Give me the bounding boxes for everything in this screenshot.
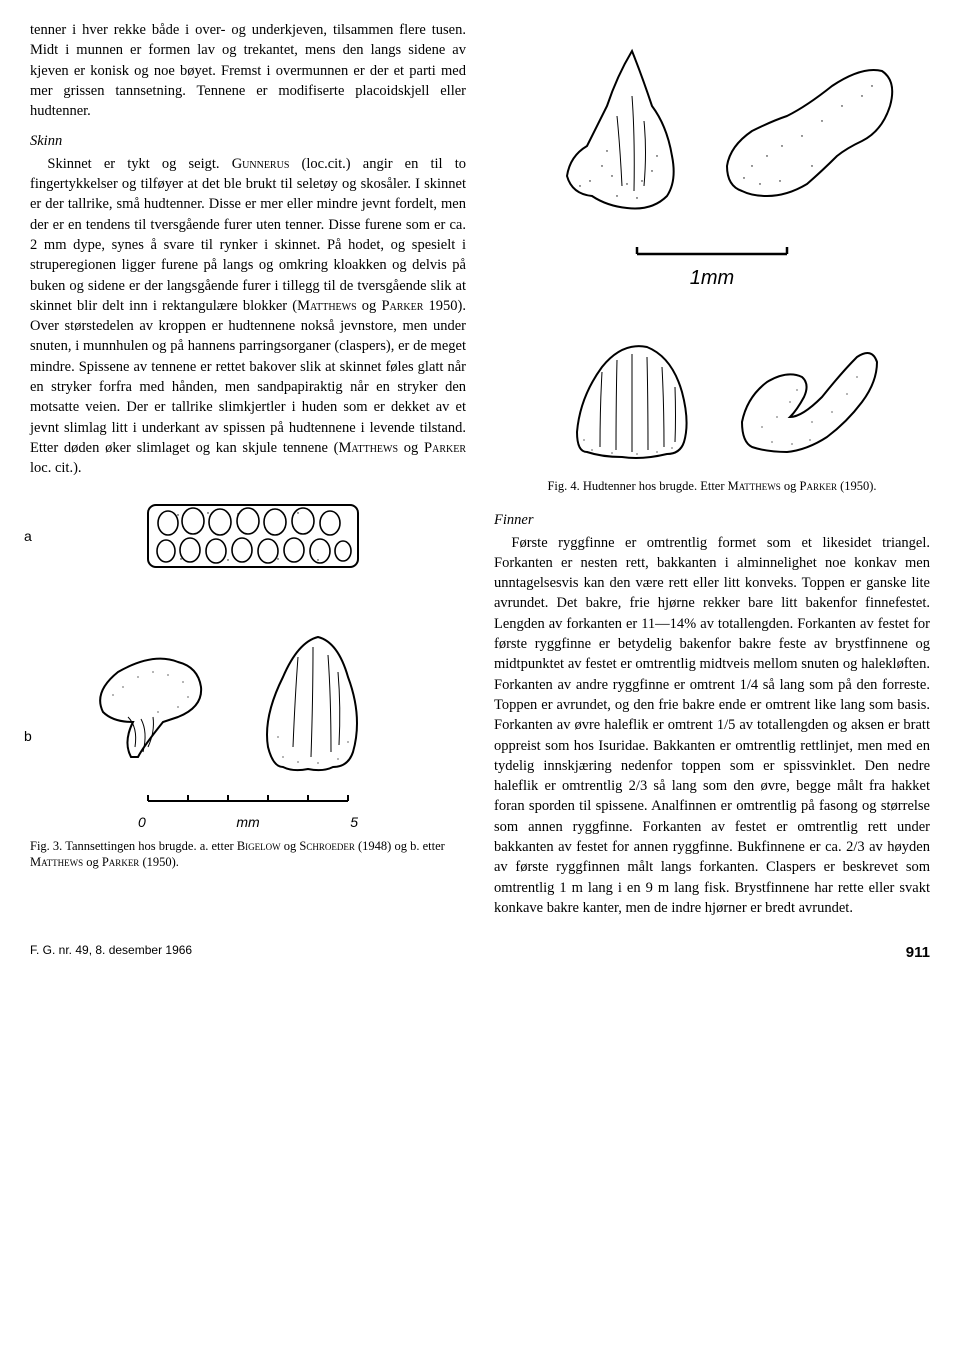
figure-3: a	[30, 497, 466, 871]
text: (1950).	[837, 479, 877, 493]
text: og	[83, 855, 102, 869]
page-footer: F. G. nr. 49, 8. desember 1966 911	[30, 942, 930, 963]
fig3-caption: Fig. 3. Tannsettingen hos brugde. a. ett…	[30, 838, 466, 871]
left-column: tenner i hver rekke både i over- og unde…	[30, 20, 466, 918]
text: Fig. 4. Hudtenner hos brugde. Etter	[547, 479, 727, 493]
finner-heading: Finner	[494, 510, 930, 530]
fig3-label-b: b	[24, 727, 32, 747]
finner-paragraph: Første ryggfinne er omtrentlig formet so…	[494, 533, 930, 919]
author: Matthews	[30, 855, 83, 869]
fig4-caption: Fig. 4. Hudtenner hos brugde. Etter Matt…	[494, 478, 930, 494]
fig3a-teeth-row-icon	[118, 497, 378, 577]
figure-4-top: 1mm	[494, 36, 930, 292]
fig3-label-a: a	[24, 527, 32, 547]
scale-end: 5	[350, 813, 358, 833]
page-layout: tenner i hver rekke både i over- og unde…	[30, 20, 930, 918]
text: (1950).	[139, 855, 179, 869]
text: og	[357, 298, 382, 314]
fig3b-teeth-icon	[83, 617, 413, 787]
footer-page-number: 911	[906, 942, 930, 963]
author: Parker	[424, 440, 466, 456]
fig4-scale-bar	[627, 244, 797, 260]
paragraph-1: tenner i hver rekke både i over- og unde…	[30, 20, 466, 121]
text: og	[781, 479, 800, 493]
paragraph-2: Skinnet er tykt og seigt. Gunnerus (loc.…	[30, 154, 466, 479]
skinn-heading: Skinn	[30, 131, 466, 151]
author: Schroeder	[299, 839, 354, 853]
author: Matthews	[297, 298, 357, 314]
text: loc. cit.).	[30, 460, 82, 476]
author: Bigelow	[237, 839, 281, 853]
author: Matthews	[338, 440, 398, 456]
text: (1948) og b. etter	[355, 839, 445, 853]
text: Skinnet er tykt og seigt.	[47, 156, 231, 172]
fig4-denticles-top-icon	[512, 36, 912, 236]
figure-4-bottom: Fig. 4. Hudtenner hos brugde. Etter Matt…	[494, 322, 930, 494]
text: og	[281, 839, 300, 853]
author: Parker	[102, 855, 139, 869]
right-column: 1mm	[494, 20, 930, 918]
scale-start: 0	[138, 813, 146, 833]
text: 1950). Over størstedelen av kroppen er h…	[30, 298, 466, 456]
fig4-denticles-bottom-icon	[532, 322, 892, 472]
footer-left: F. G. nr. 49, 8. desember 1966	[30, 942, 192, 963]
author: Matthews	[728, 479, 781, 493]
author: Parker	[381, 298, 423, 314]
author: Parker	[800, 479, 837, 493]
text: og	[398, 440, 424, 456]
fig4-scale-label: 1mm	[494, 264, 930, 292]
text: (loc.cit.) angir en til to fingertykkels…	[30, 156, 466, 314]
author: Gunnerus	[232, 156, 290, 172]
scale-unit: mm	[236, 813, 259, 833]
text: Fig. 3. Tannsettingen hos brugde. a. ett…	[30, 839, 237, 853]
fig3-scale-bar	[138, 791, 358, 813]
